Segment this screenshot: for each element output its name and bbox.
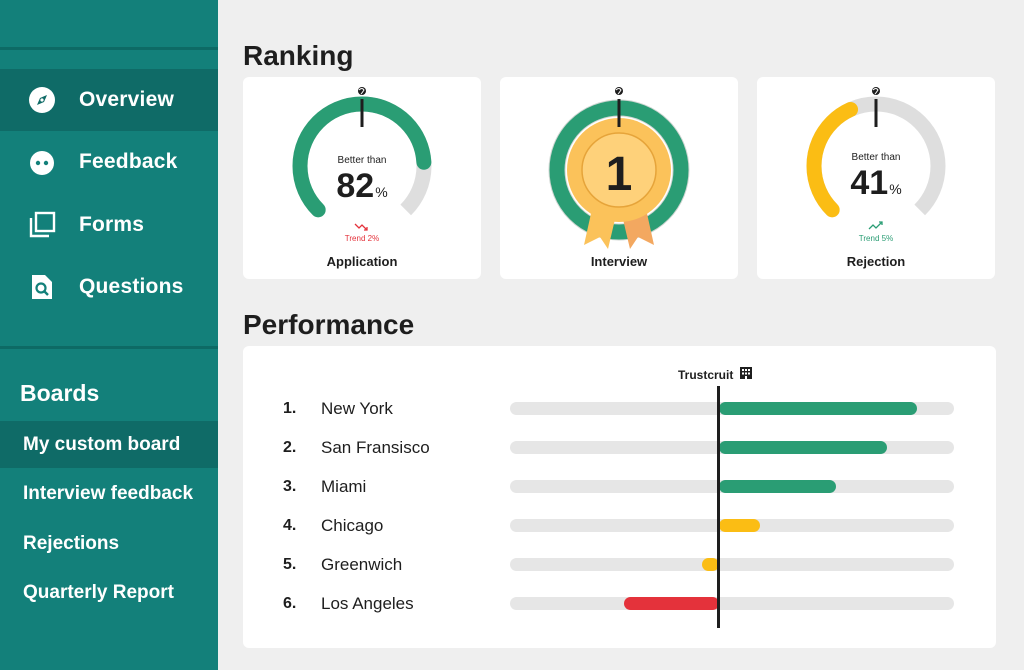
row-city: Los Angeles: [321, 594, 414, 613]
row-track: [510, 597, 954, 610]
better-than-label: Better than: [851, 152, 901, 163]
trend-up-icon: [868, 221, 883, 230]
performance-card: Trustcruit 1. New York 2. San Fransisco 3. Mi…: [243, 346, 996, 648]
compass-icon: [27, 85, 57, 115]
row-bar: [719, 519, 761, 532]
interview-rank: 1: [605, 148, 633, 201]
trend-down-icon: [354, 223, 368, 231]
row-rank: 5.: [283, 556, 297, 573]
ranking-card-rejection[interactable]: Better than 41% Trend 5% Rejection: [757, 77, 995, 279]
row-bar: [719, 441, 887, 454]
sidebar-divider: [0, 47, 218, 50]
rejection-gauge: [806, 87, 946, 236]
globe-icon: [358, 87, 366, 95]
sidebar-item-overview[interactable]: Overview: [0, 69, 218, 131]
sidebar: Overview Feedback Forms Questions Boards…: [0, 0, 218, 670]
row-bar: [719, 480, 837, 493]
ranking-title: Ranking: [243, 40, 354, 71]
row-city: San Fransisco: [321, 438, 430, 457]
better-than-label: Better than: [337, 155, 387, 166]
row-rank: 2.: [283, 439, 297, 456]
boards-heading: Boards: [20, 380, 100, 406]
sidebar-item-label: Forms: [79, 213, 145, 236]
ranking-card-application[interactable]: Better than 82% Trend 2% Application: [243, 77, 481, 279]
board-item-my-custom-board[interactable]: My custom board: [0, 421, 218, 468]
sidebar-item-label: Feedback: [79, 150, 178, 173]
sidebar-divider: [0, 346, 218, 349]
sidebar-item-feedback[interactable]: Feedback: [0, 131, 218, 193]
application-gauge: [292, 87, 432, 236]
ranking-card-interview[interactable]: 1 Interview: [500, 77, 738, 279]
trend-label: Trend 5%: [858, 234, 894, 243]
stacked-pages-icon: [27, 210, 57, 240]
card-label: Application: [326, 254, 398, 269]
application-percentage: 82%: [336, 167, 388, 205]
rejection-percentage: 41%: [850, 164, 902, 202]
sidebar-item-forms[interactable]: Forms: [0, 194, 218, 256]
interview-medal: [548, 87, 690, 249]
performance-title: Performance: [243, 309, 415, 340]
building-icon: [739, 366, 753, 383]
row-rank: 1.: [283, 400, 297, 417]
trend-label: Trend 2%: [344, 234, 380, 243]
globe-icon: [615, 87, 623, 95]
sidebar-item-label: Overview: [79, 88, 174, 111]
row-rank: 6.: [283, 595, 297, 612]
row-track: [510, 558, 954, 571]
row-city: Greenwich: [321, 555, 403, 574]
board-item-rejections[interactable]: Rejections: [23, 532, 120, 554]
row-bar: [719, 402, 917, 415]
row-rank: 3.: [283, 478, 297, 495]
row-city: Chicago: [321, 516, 384, 535]
sidebar-item-questions[interactable]: Questions: [0, 256, 218, 318]
card-label: Interview: [590, 254, 648, 269]
board-item-interview-feedback[interactable]: Interview feedback: [23, 482, 194, 504]
row-city: Miami: [321, 477, 367, 496]
row-bar: [702, 558, 719, 571]
board-item-quarterly-report[interactable]: Quarterly Report: [23, 581, 174, 603]
smiley-face-icon: [27, 147, 57, 177]
reference-label: Trustcruit: [678, 366, 753, 383]
sidebar-item-label: Questions: [79, 275, 184, 298]
reference-line: [717, 386, 720, 628]
globe-icon: [872, 87, 880, 95]
row-bar: [623, 597, 719, 610]
document-search-icon: [27, 272, 57, 302]
card-label: Rejection: [846, 254, 906, 269]
row-city: New York: [321, 399, 393, 418]
row-rank: 4.: [283, 517, 297, 534]
